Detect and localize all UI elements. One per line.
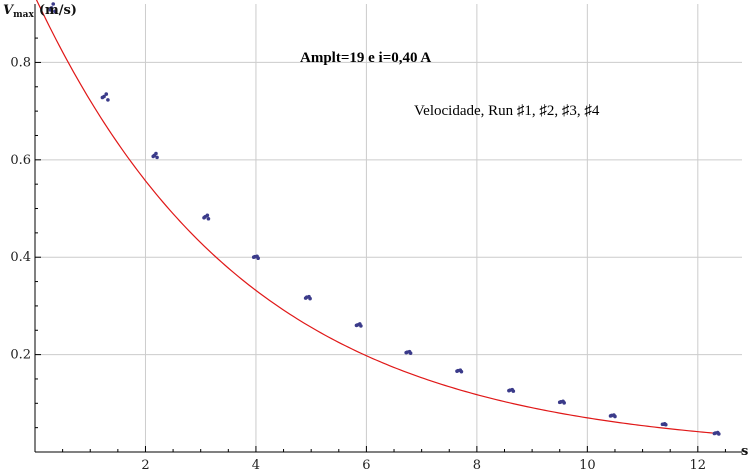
data-point xyxy=(255,254,259,259)
data-point xyxy=(608,414,613,418)
axes xyxy=(34,4,742,453)
data-point xyxy=(303,296,308,300)
data-point xyxy=(354,323,359,328)
chart-annotation-legend: Velocidade, Run ♯1, ♯2, ♯3, ♯4 xyxy=(414,103,600,119)
y-axis-title-unit: (m/s) xyxy=(39,3,77,18)
data-point xyxy=(48,8,53,12)
x-tick-label: 8 xyxy=(473,458,481,473)
data-point xyxy=(510,387,515,392)
fit-curve-layer xyxy=(35,0,720,435)
data-point xyxy=(100,95,105,100)
data-point xyxy=(104,92,109,96)
x-tick-label: 10 xyxy=(579,458,596,473)
data-point xyxy=(202,215,206,220)
y-axis-title: Vmax (m/s) xyxy=(3,3,77,20)
data-point xyxy=(51,2,56,6)
data-point xyxy=(407,349,412,354)
data-point xyxy=(557,400,562,405)
x-tick-label: 2 xyxy=(141,458,149,473)
y-tick-label: 0.4 xyxy=(10,250,31,265)
tick-marks: 2 4 6 8 10 12 0.2 0.4 0.6 0.8 xyxy=(10,37,726,473)
data-point xyxy=(561,399,565,404)
data-point xyxy=(660,422,665,427)
y-axis-title-main: V xyxy=(3,3,15,18)
fit-curve xyxy=(35,0,720,435)
y-tick-label: 0.2 xyxy=(10,348,31,363)
data-point xyxy=(404,350,408,355)
data-point xyxy=(715,430,720,435)
data-point xyxy=(251,255,256,260)
data-point xyxy=(458,368,463,372)
data-point xyxy=(357,322,362,326)
data-point xyxy=(612,413,616,417)
y-tick-label: 0.8 xyxy=(10,55,31,70)
data-point xyxy=(154,151,158,156)
grid-lines xyxy=(35,4,742,452)
x-axis-title: s xyxy=(741,444,748,459)
data-point xyxy=(455,369,459,373)
chart-annotation-title: Amplt=19 e i=0,40 A xyxy=(300,50,431,66)
data-point xyxy=(206,216,211,221)
data-point xyxy=(205,213,210,218)
data-point xyxy=(307,294,311,299)
y-axis-title-sub: max xyxy=(13,10,34,20)
data-point xyxy=(106,98,110,102)
data-point xyxy=(712,431,717,436)
data-point xyxy=(507,388,511,393)
y-tick-label: 0.6 xyxy=(10,153,31,168)
data-point xyxy=(155,155,159,160)
x-tick-label: 12 xyxy=(690,458,707,473)
data-point xyxy=(53,9,57,14)
data-point xyxy=(151,154,156,159)
data-points-layer xyxy=(48,2,721,436)
x-tick-label: 6 xyxy=(362,458,370,473)
x-tick-label: 4 xyxy=(252,458,260,473)
